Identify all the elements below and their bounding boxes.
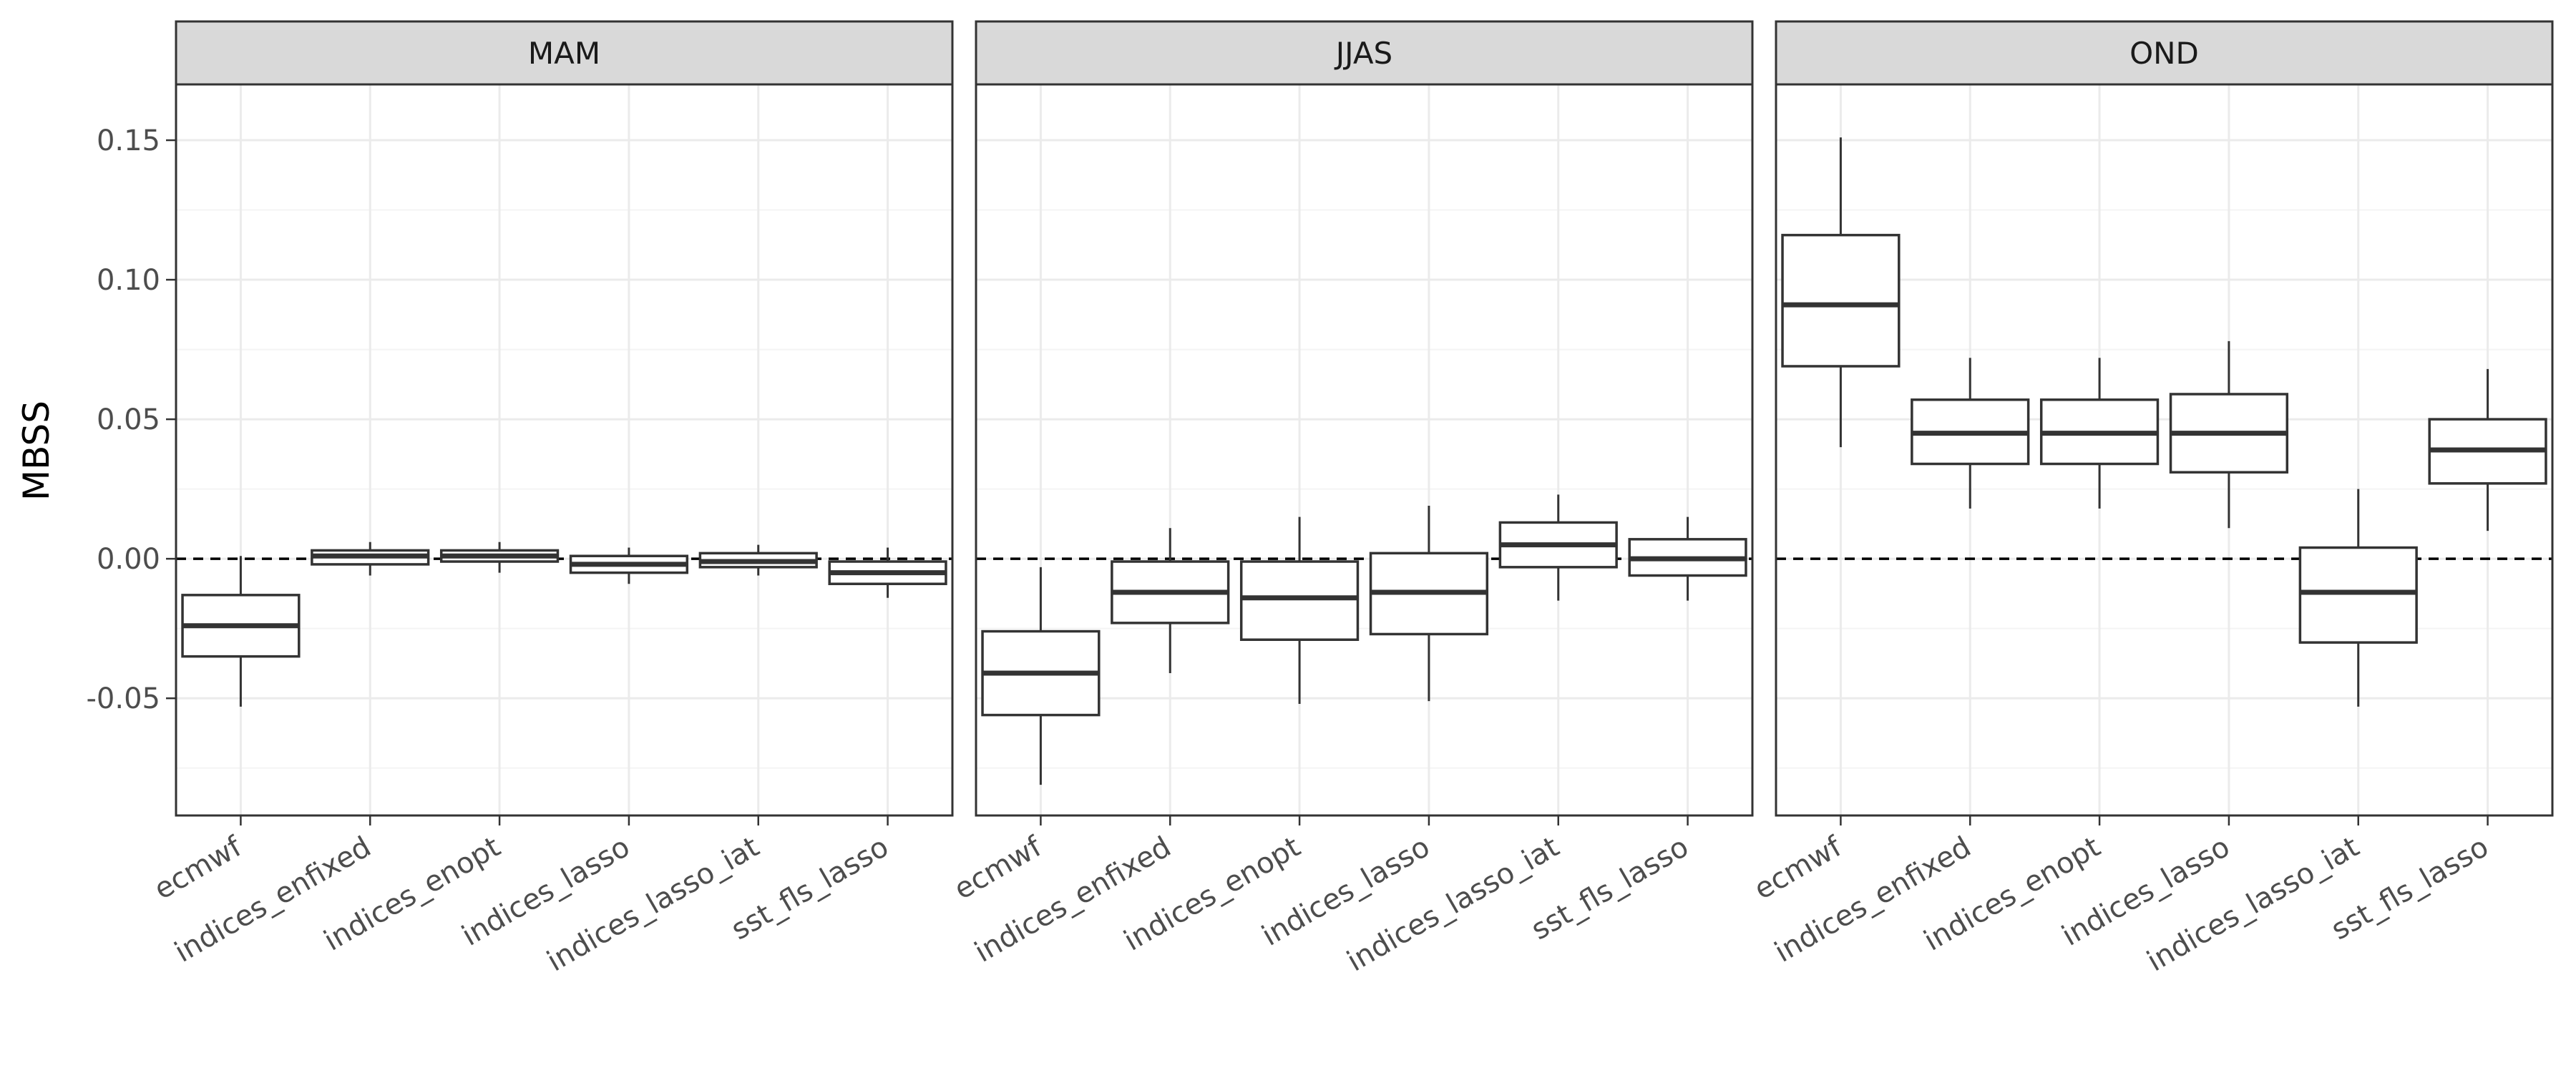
box-sst_fls_lasso xyxy=(2428,368,2547,531)
plot-background xyxy=(976,84,1752,815)
box-indices_lasso xyxy=(2169,340,2289,529)
y-tick-label: 0.00 xyxy=(97,543,160,576)
box-sst_fls_lasso xyxy=(828,547,947,598)
box-indices_enopt xyxy=(439,542,560,573)
box-indices_enfixed xyxy=(311,542,430,576)
y-tick-label: 0.10 xyxy=(97,264,160,297)
facet-panels: MAMecmwfindices_enfixedindices_enoptindi… xyxy=(149,20,2554,979)
panel-border xyxy=(975,83,1754,817)
box-body xyxy=(2298,546,2418,644)
x-tick-label: indices_lasso_iat xyxy=(2142,831,2365,979)
facet-label: JJAS xyxy=(1334,36,1392,71)
box-indices_lasso_iat xyxy=(698,544,818,576)
box-ecmwf xyxy=(181,556,301,707)
box-indices_lasso xyxy=(1369,506,1489,702)
box-indices_lasso xyxy=(569,547,689,584)
facet-panel-mam: MAMecmwfindices_enfixedindices_enoptindi… xyxy=(149,20,954,979)
y-tick-label: 0.15 xyxy=(97,124,160,157)
x-tick-label: ecmwf xyxy=(149,830,248,906)
facet-strip xyxy=(1775,20,2554,86)
y-tick-labels: -0.05 0.00 0.05 0.10 0.15 xyxy=(87,124,176,715)
box-indices_enfixed xyxy=(1111,528,1230,674)
x-tick-label: indices_lasso_iat xyxy=(542,831,765,979)
panel-border xyxy=(175,83,954,817)
box-sst_fls_lasso xyxy=(1628,516,1747,601)
facet-label: MAM xyxy=(528,36,600,71)
box-body xyxy=(1239,560,1360,642)
y-axis-title: MBSS xyxy=(16,401,57,501)
x-tick-label: indices_lasso_iat xyxy=(1342,831,1565,979)
facet-strip xyxy=(175,20,954,86)
panel-border xyxy=(1775,83,2554,817)
box-ecmwf xyxy=(981,567,1101,785)
box-indices_enfixed xyxy=(1911,358,2030,509)
box-indices_lasso_iat xyxy=(1498,494,1618,601)
box-indices_lasso_iat xyxy=(2298,489,2418,707)
y-tick-label: 0.05 xyxy=(97,403,160,436)
box-body xyxy=(1781,233,1901,368)
box-indices_enopt xyxy=(2039,358,2160,509)
x-tick-label: ecmwf xyxy=(1749,830,1848,906)
box-ecmwf xyxy=(1781,137,1901,448)
y-tick-label: -0.05 xyxy=(87,682,161,715)
facet-strip xyxy=(975,20,1754,86)
facet-label: OND xyxy=(2129,36,2199,71)
plot-background xyxy=(176,84,952,815)
box-indices_enopt xyxy=(1239,516,1360,704)
x-tick-label: ecmwf xyxy=(949,830,1048,906)
facet-panel-ond: ONDecmwfindices_enfixedindices_enoptindi… xyxy=(1749,20,2554,979)
facet-panel-jjas: JJASecmwfindices_enfixedindices_enoptind… xyxy=(949,20,1754,979)
plot-background xyxy=(1776,84,2552,815)
